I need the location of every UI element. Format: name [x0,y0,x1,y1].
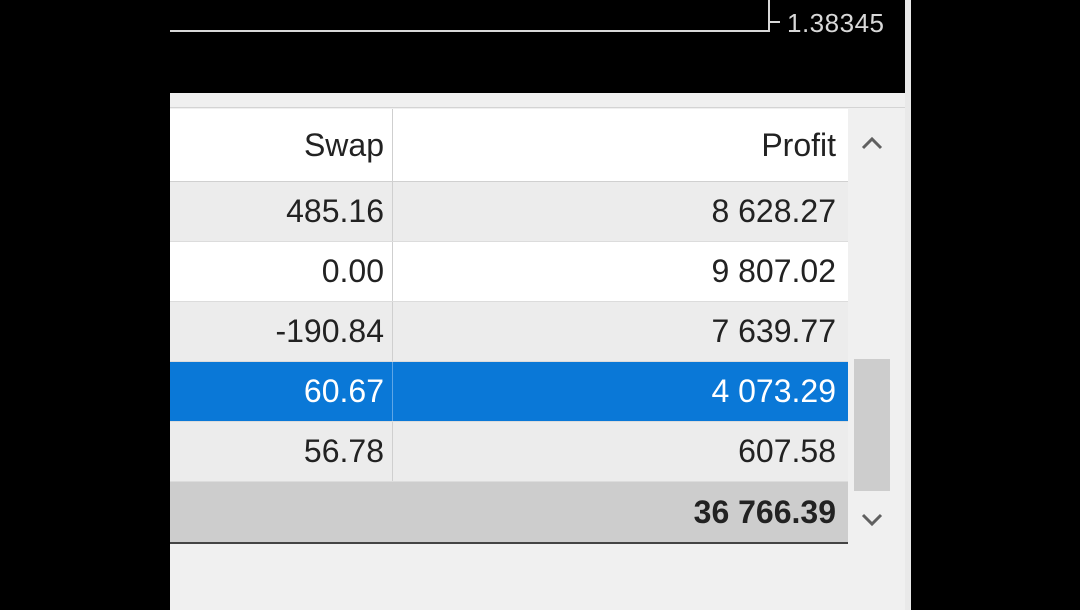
total-profit-cell: 36 766.39 [693,494,836,530]
profit-cell: 4 073.29 [711,373,836,409]
scrollbar-thumb[interactable] [854,359,890,491]
profit-cell: 8 628.27 [711,193,836,229]
column-header-swap[interactable]: Swap [170,109,393,181]
table-row[interactable]: 485.16 8 628.27 [170,182,848,242]
profit-cell: 607.58 [738,433,836,469]
swap-cell: 60.67 [170,362,393,421]
panel-splitter[interactable] [170,93,905,108]
price-axis-label: 1.38345 [787,8,885,38]
table-row-selected[interactable]: 60.67 4 073.29 [170,362,848,422]
chevron-up-icon[interactable] [848,117,895,167]
table-header-row: Swap Profit [170,109,848,182]
chevron-up-icon-svg [861,136,882,150]
total-row: 36 766.39 [170,482,848,544]
total-swap-cell [170,482,393,542]
column-header-profit[interactable]: Profit [761,127,836,163]
swap-cell: 0.00 [170,242,393,301]
chart-axis-line [768,0,770,31]
table-row[interactable]: -190.84 7 639.77 [170,302,848,362]
chevron-down-icon-svg [861,513,882,527]
swap-cell: 485.16 [170,182,393,241]
trade-panel: Swap Profit 485.16 8 628.27 0.00 9 807.0… [170,93,905,610]
window-border [905,0,911,610]
price-chart[interactable]: 1.38345 [170,0,905,93]
vertical-scrollbar[interactable] [848,109,895,543]
price-axis-tick [770,21,780,23]
swap-cell: -190.84 [170,302,393,361]
swap-cell: 56.78 [170,422,393,481]
profit-cell: 9 807.02 [711,253,836,289]
chevron-down-icon[interactable] [848,494,895,544]
table-row[interactable]: 0.00 9 807.02 [170,242,848,302]
chart-price-line [170,30,770,32]
table-row[interactable]: 56.78 607.58 [170,422,848,482]
trades-table: Swap Profit 485.16 8 628.27 0.00 9 807.0… [170,109,848,544]
profit-cell: 7 639.77 [711,313,836,349]
